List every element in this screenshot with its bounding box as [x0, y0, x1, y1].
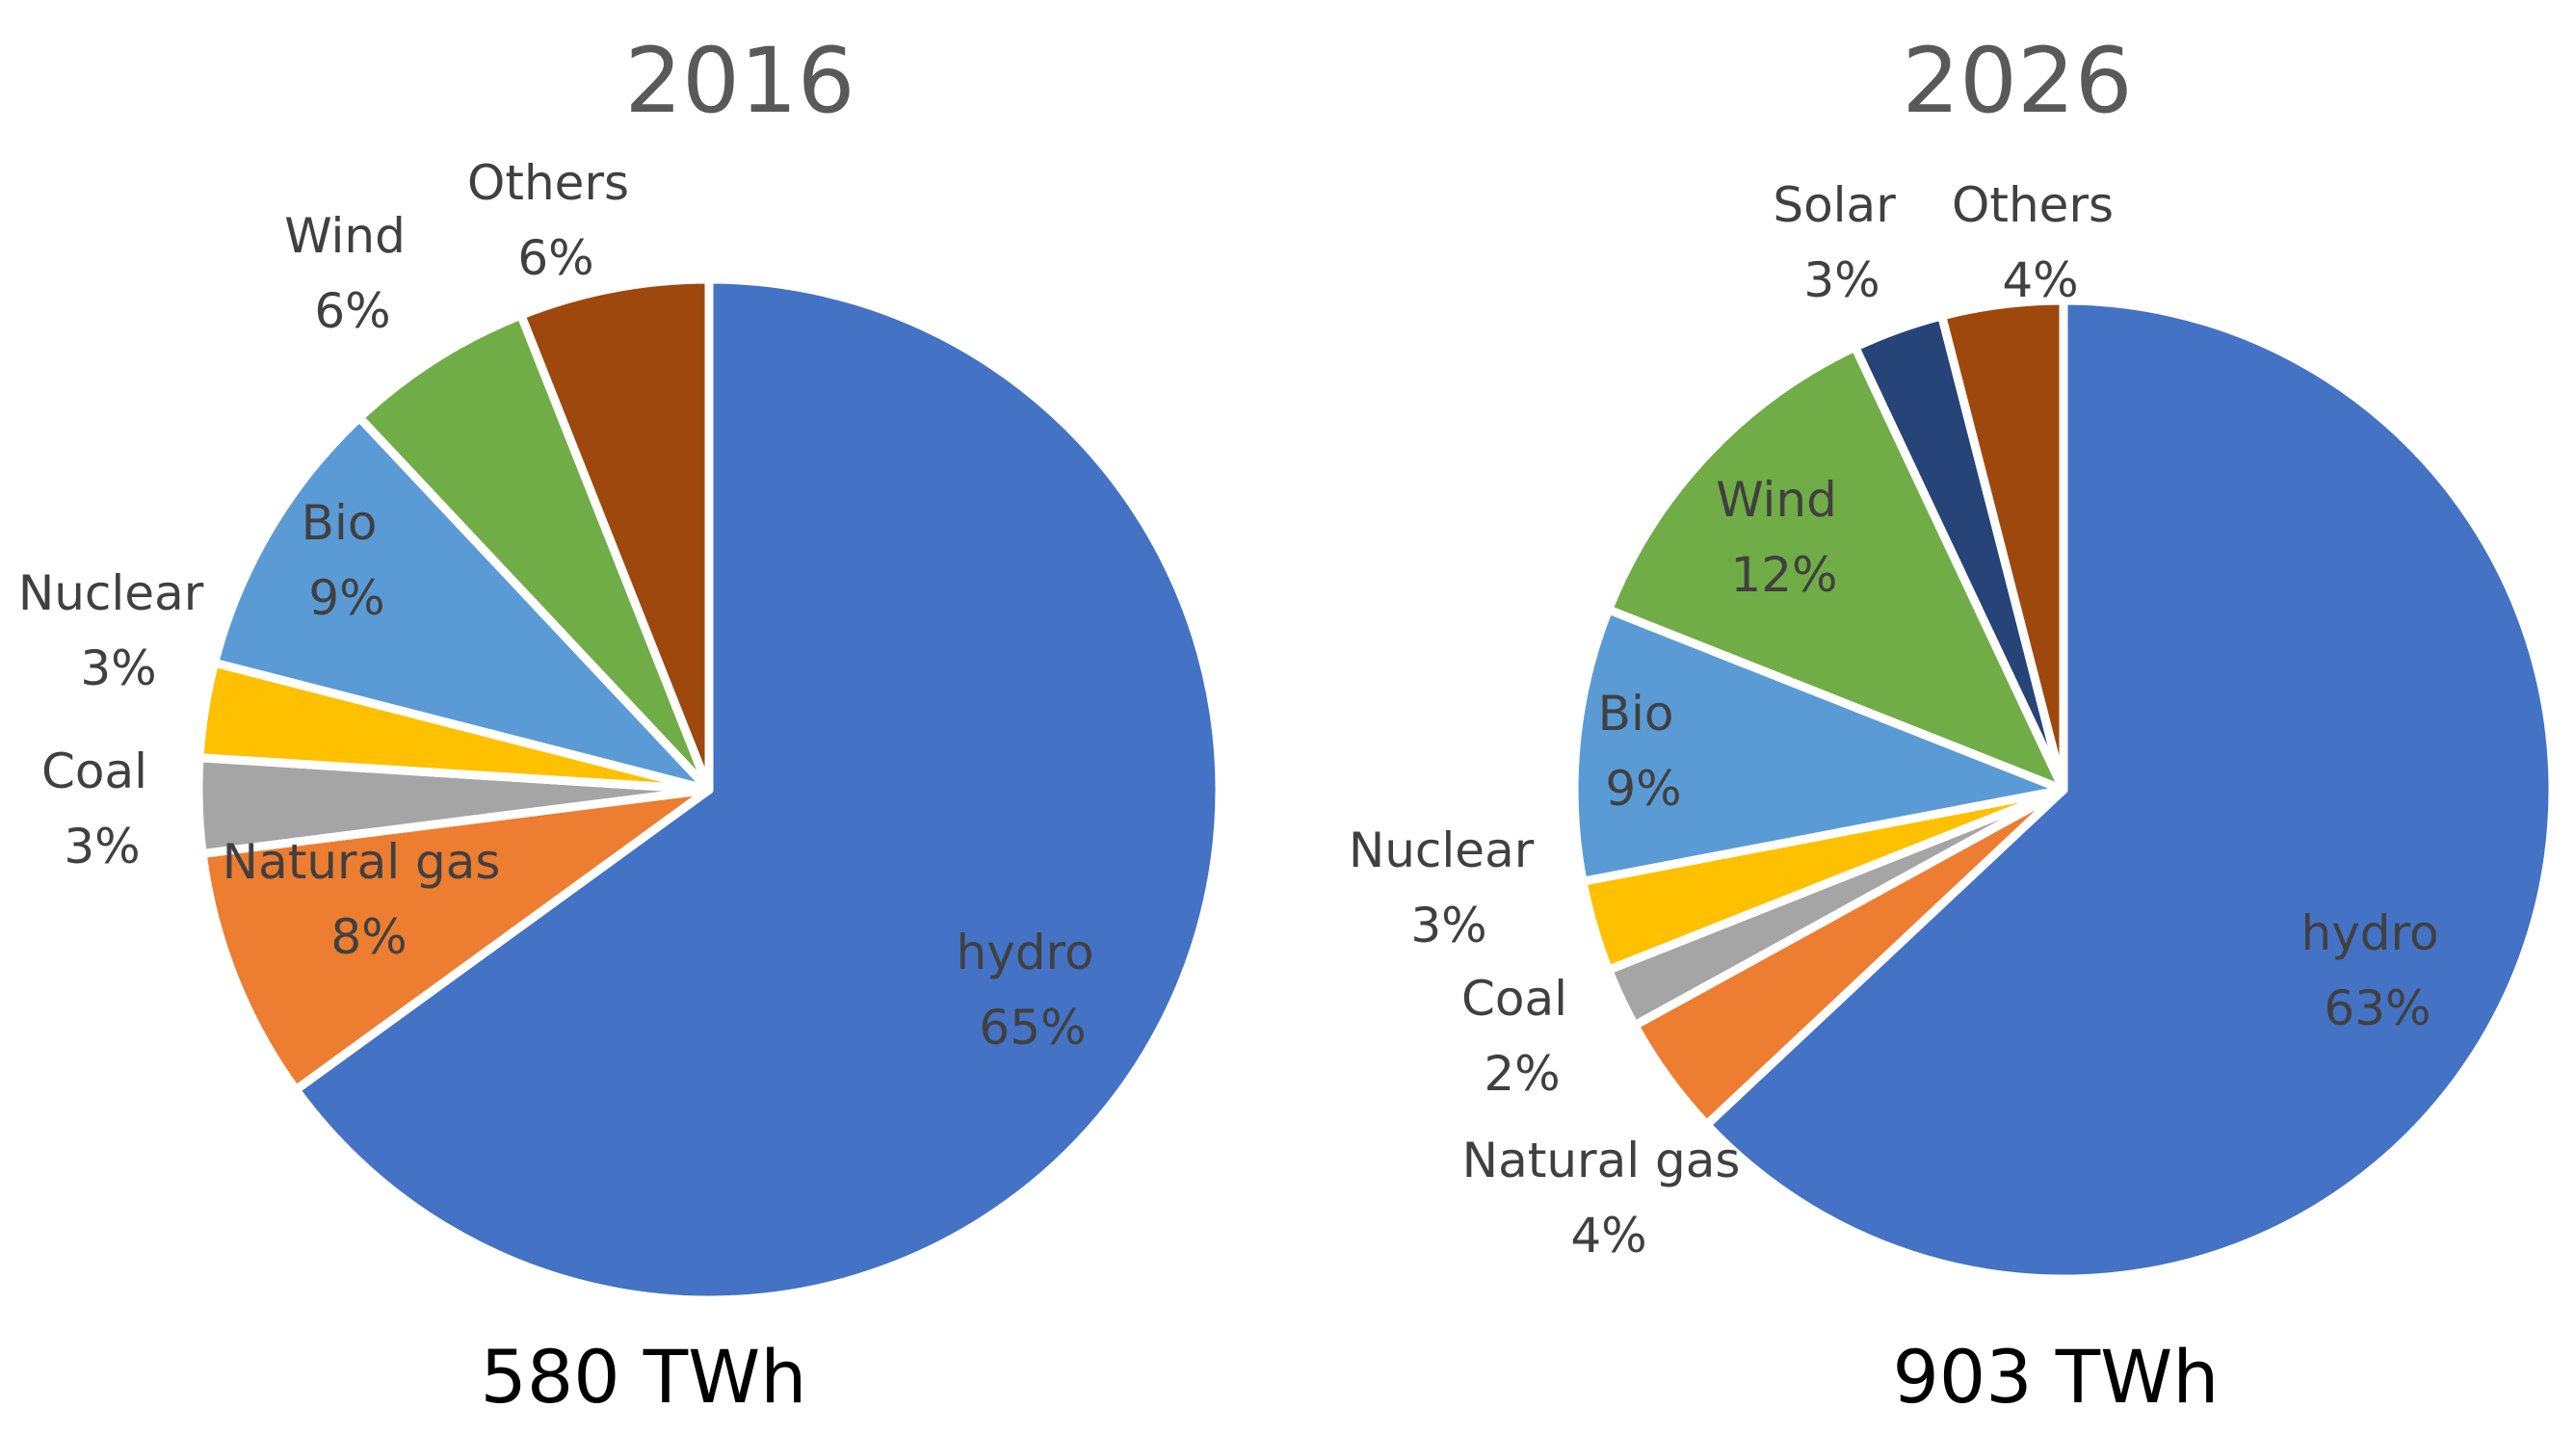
pie-slice-others-2016	[516, 274, 714, 795]
slice-label-nuclear-2026: Nuclear 3%	[1349, 822, 1549, 953]
slice-label-hydro-2016: hydro 65%	[957, 925, 1110, 1056]
pie-slices-2016	[194, 274, 1224, 1305]
pie-chart-2016: 2016 hydro 65% Natural gas 8% Coal 3% Nu…	[18, 29, 1224, 1420]
pie-slice-bio-2016	[210, 413, 714, 795]
pie-slice-others-2026	[1937, 296, 2068, 795]
chart-total-2016: 580 TWh	[481, 1334, 807, 1420]
pie-slice-bio-2026	[1569, 605, 2068, 886]
slice-label-wind-2016: Wind 6%	[284, 208, 421, 339]
chart-total-2026: 903 TWh	[1893, 1334, 2220, 1420]
slice-label-nuclear-2016: Nuclear 3%	[18, 565, 219, 696]
pie-slice-wind-2026	[1604, 342, 2068, 795]
pie-labels-2016: hydro 65% Natural gas 8% Coal 3% Nuclear…	[18, 155, 1110, 1056]
slice-label-bio-2016: Bio 9%	[302, 495, 393, 626]
pie-chart-2026: 2026 hydro 63% Natural gas 4% Coal 2% Nu…	[1349, 29, 2558, 1420]
slice-label-coal-2016: Coal 3%	[41, 744, 163, 874]
pie-slices-2026	[1569, 296, 2558, 1284]
slice-label-natural-gas-2026: Natural gas 4%	[1462, 1133, 1756, 1264]
pie-slice-hydro-2026	[1702, 296, 2558, 1284]
slice-label-coal-2026: Coal 2%	[1461, 971, 1583, 1102]
slice-label-others-2016: Others 6%	[467, 155, 644, 286]
pie-slice-hydro-2016	[291, 274, 1224, 1305]
slice-label-wind-2026: Wind 12%	[1716, 472, 1853, 603]
slice-label-solar-2026: Solar 3%	[1773, 177, 1910, 308]
slice-label-hydro-2026: hydro 63%	[2301, 905, 2455, 1036]
pie-slice-natural-gas-2016	[197, 785, 714, 1095]
slice-label-bio-2026: Bio 9%	[1598, 686, 1690, 817]
chart-title-2026: 2026	[1902, 29, 2132, 134]
pie-labels-2026: hydro 63% Natural gas 4% Coal 2% Nuclear…	[1349, 177, 2455, 1264]
slice-label-others-2026: Others 4%	[1952, 177, 2129, 308]
pie-slice-wind-2016	[355, 310, 714, 795]
slice-label-natural-gas-2016: Natural gas 8%	[223, 834, 516, 965]
chart-title-2016: 2016	[624, 29, 854, 134]
